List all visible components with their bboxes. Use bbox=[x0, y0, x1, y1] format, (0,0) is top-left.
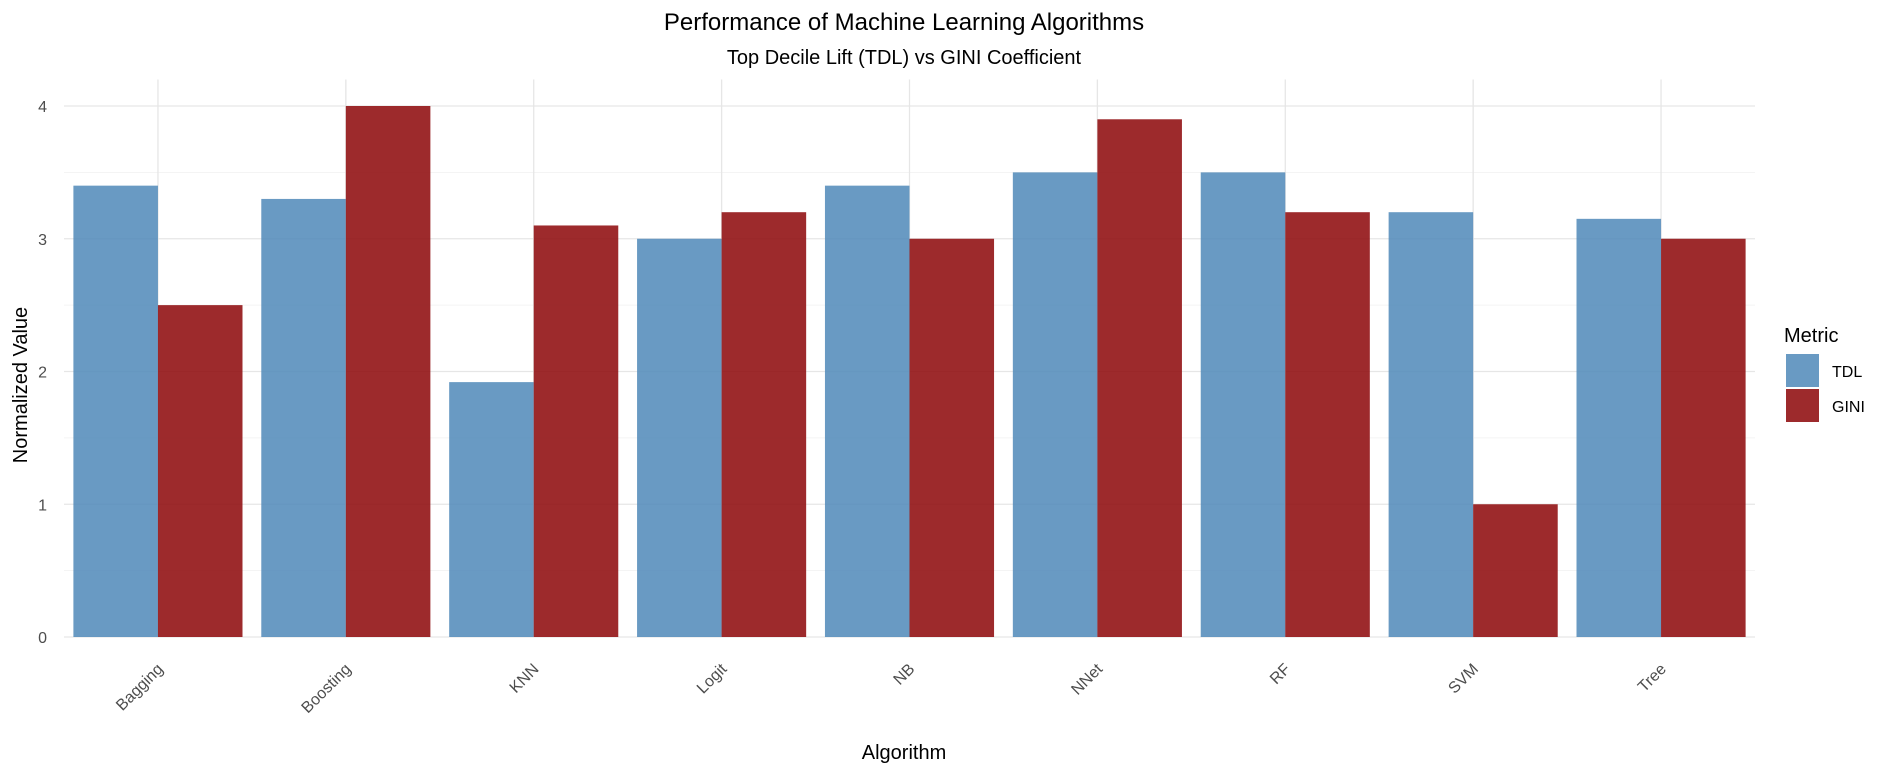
x-tick-label: Bagging bbox=[113, 661, 167, 715]
bar-gini-bagging bbox=[157, 305, 243, 637]
y-tick-label: 2 bbox=[38, 365, 47, 382]
y-tick-label: 4 bbox=[38, 99, 47, 116]
bar-gini-rf bbox=[1285, 212, 1370, 637]
y-axis-title: Normalized Value bbox=[10, 307, 32, 463]
bar-gini-logit bbox=[721, 212, 807, 637]
legend-title: Metric bbox=[1784, 325, 1838, 347]
chart-subtitle: Top Decile Lift (TDL) vs GINI Coefficien… bbox=[727, 47, 1082, 69]
chart-title: Performance of Machine Learning Algorith… bbox=[664, 9, 1144, 36]
bar-tdl-logit bbox=[637, 238, 722, 637]
legend-label-tdl: TDL bbox=[1832, 364, 1862, 381]
bar-tdl-bagging bbox=[73, 185, 158, 637]
bars bbox=[73, 106, 1746, 638]
bar-tdl-svm bbox=[1388, 212, 1474, 637]
x-tick-label: RF bbox=[1267, 661, 1294, 688]
bar-tdl-nb bbox=[824, 185, 910, 637]
x-tick-label: SVM bbox=[1445, 661, 1482, 698]
bar-tdl-rf bbox=[1200, 172, 1286, 637]
bar-gini-svm bbox=[1473, 504, 1558, 637]
legend-label-gini: GINI bbox=[1832, 399, 1865, 416]
bar-tdl-boosting bbox=[261, 198, 346, 638]
bar-gini-nb bbox=[909, 238, 995, 637]
y-tick-label: 0 bbox=[38, 630, 47, 647]
bar-tdl-nnet bbox=[1012, 172, 1098, 637]
legend: Metric TDL GINI bbox=[1784, 325, 1865, 422]
x-tick-label: Logit bbox=[694, 660, 731, 697]
y-tick-label: 3 bbox=[38, 232, 47, 249]
bar-gini-nnet bbox=[1097, 119, 1182, 637]
bar-gini-boosting bbox=[345, 106, 431, 637]
x-tick-label: KNN bbox=[507, 661, 543, 697]
x-tick-labels: Bagging Boosting KNN Logit NB NNet RF SVM Tree bbox=[113, 660, 1670, 716]
x-tick-label: NNet bbox=[1068, 660, 1106, 698]
x-axis-title: Algorithm bbox=[862, 742, 946, 764]
x-tick-label: NB bbox=[891, 661, 919, 689]
y-tick-labels: 0 1 2 3 4 bbox=[38, 99, 47, 647]
legend-key-gini bbox=[1786, 389, 1819, 422]
bar-gini-knn bbox=[533, 225, 619, 637]
bar-tdl-tree bbox=[1576, 218, 1662, 637]
bar-gini-tree bbox=[1661, 238, 1746, 637]
y-tick-label: 1 bbox=[38, 497, 47, 514]
bar-tdl-knn bbox=[449, 382, 534, 637]
legend-key-tdl bbox=[1786, 354, 1819, 387]
x-tick-label: Tree bbox=[1635, 661, 1670, 696]
x-tick-label: Boosting bbox=[299, 661, 355, 717]
